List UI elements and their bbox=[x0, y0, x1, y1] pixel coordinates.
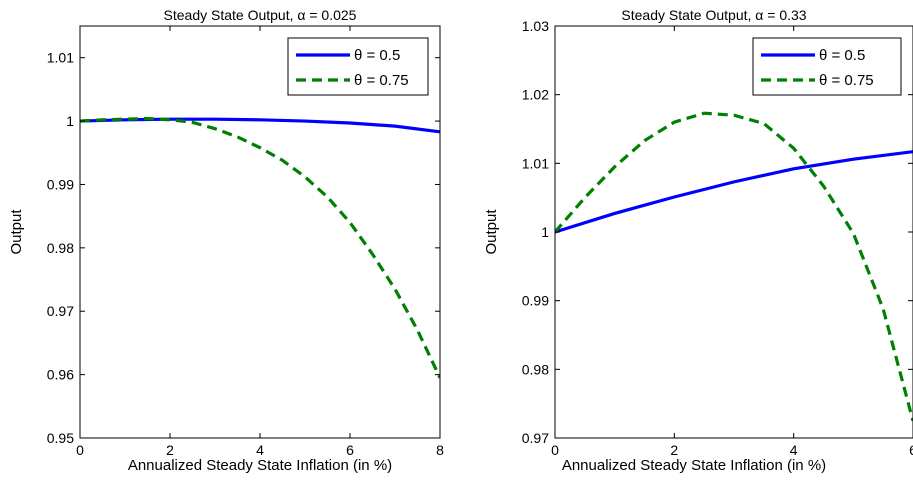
y-tick-label: 1.02 bbox=[522, 87, 549, 103]
x-axis-label: Annualized Steady State Inflation (in %) bbox=[562, 457, 826, 474]
x-tick-label: 2 bbox=[166, 442, 174, 458]
y-tick-label: 0.99 bbox=[522, 293, 549, 309]
y-tick-label: 0.96 bbox=[47, 367, 74, 383]
x-tick-label: 8 bbox=[436, 442, 444, 458]
chart-alpha-0025: 0 2 4 6 8 0.95 0.96 0.97 0.98 0.99 1 1.01 Steady Sta… bbox=[8, 7, 444, 474]
y-tick-label: 0.98 bbox=[47, 240, 74, 256]
series-line-1 bbox=[555, 111, 913, 422]
y-tick-label: 0.99 bbox=[47, 176, 74, 192]
y-tick-label: 1.01 bbox=[522, 155, 549, 171]
y-axis-label: Output bbox=[8, 209, 25, 255]
y-tick-label: 0.97 bbox=[522, 430, 549, 446]
y-tick-label: 1.01 bbox=[47, 50, 74, 66]
chart-title: Steady State Output, α = 0.33 bbox=[621, 7, 806, 23]
legend-label-1: θ = 0.75 bbox=[819, 72, 874, 89]
legend-label-0: θ = 0.5 bbox=[819, 47, 865, 64]
x-tick-label: 4 bbox=[256, 442, 264, 458]
y-axis-label: Output bbox=[483, 209, 500, 255]
x-tick-label: 0 bbox=[551, 442, 559, 458]
legend: θ = 0.5 θ = 0.75 bbox=[752, 37, 902, 96]
legend-box bbox=[287, 37, 429, 96]
series-line-0 bbox=[80, 117, 440, 134]
y-tick-label: 0.98 bbox=[522, 361, 549, 377]
series-line-0 bbox=[555, 150, 913, 234]
legend-label-0: θ = 0.5 bbox=[354, 47, 400, 64]
x-tick-label: 4 bbox=[790, 442, 798, 458]
x-tick-label: 6 bbox=[909, 442, 913, 458]
series-line-1 bbox=[80, 116, 440, 379]
x-axis-label: Annualized Steady State Inflation (in %) bbox=[128, 457, 392, 474]
legend: θ = 0.5 θ = 0.75 bbox=[287, 37, 429, 96]
y-tick-label: 0.95 bbox=[47, 430, 74, 446]
y-tick-label: 0.97 bbox=[47, 303, 74, 319]
x-tick-label: 2 bbox=[670, 442, 678, 458]
x-tick-label: 0 bbox=[76, 442, 84, 458]
chart-alpha-033: 0 2 4 6 0.97 0.98 0.99 1 1.01 1.02 1.03 Steady Stat… bbox=[483, 7, 913, 474]
legend-label-1: θ = 0.75 bbox=[354, 72, 409, 89]
y-tick-label: 1.03 bbox=[522, 18, 549, 34]
y-tick-label: 1 bbox=[66, 113, 74, 129]
x-tick-label: 6 bbox=[346, 442, 354, 458]
y-tick-label: 1 bbox=[541, 224, 549, 240]
chart-title: Steady State Output, α = 0.025 bbox=[164, 7, 357, 23]
legend-box bbox=[752, 37, 902, 96]
